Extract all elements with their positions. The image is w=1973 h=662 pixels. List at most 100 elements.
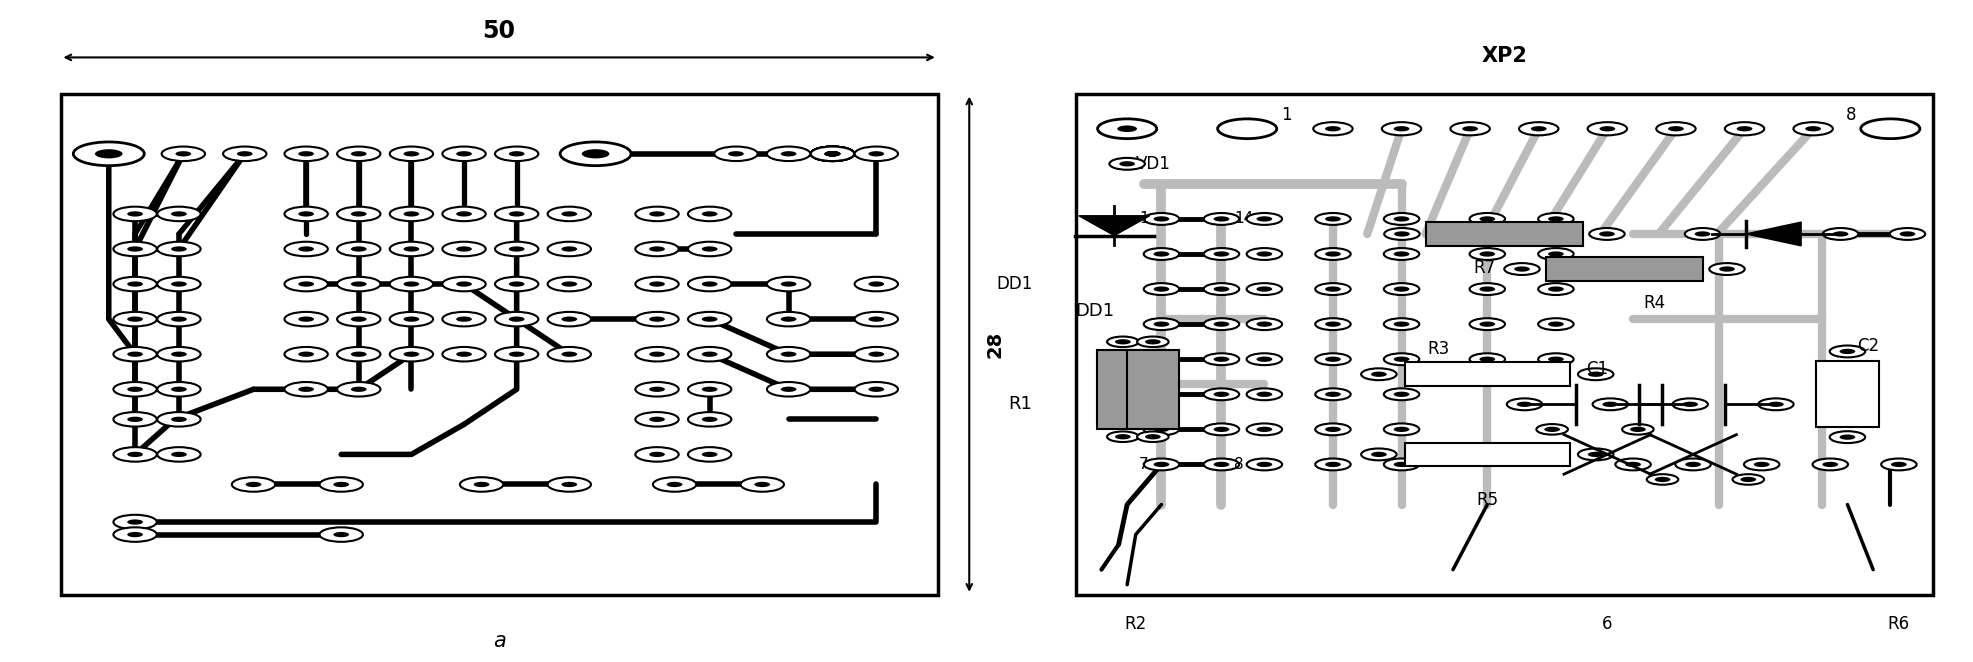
Circle shape (402, 211, 418, 216)
Circle shape (337, 146, 381, 161)
Circle shape (1537, 283, 1572, 295)
Bar (1097, 350, 1148, 429)
Text: 8: 8 (1233, 457, 1243, 472)
Circle shape (1204, 213, 1239, 225)
Circle shape (702, 416, 716, 422)
Circle shape (1117, 126, 1136, 132)
Circle shape (389, 347, 432, 361)
Circle shape (284, 277, 328, 291)
Circle shape (1839, 349, 1855, 354)
Circle shape (854, 347, 898, 361)
Circle shape (456, 246, 472, 252)
Circle shape (1462, 126, 1478, 131)
Circle shape (1742, 459, 1778, 471)
Circle shape (1752, 462, 1768, 467)
Circle shape (1109, 158, 1144, 169)
Circle shape (172, 246, 187, 252)
Circle shape (1393, 357, 1409, 362)
Circle shape (1361, 448, 1397, 460)
Circle shape (1693, 231, 1709, 236)
Circle shape (1383, 354, 1419, 365)
Circle shape (767, 312, 809, 326)
Circle shape (1204, 459, 1239, 471)
Circle shape (284, 207, 328, 221)
Circle shape (1383, 318, 1419, 330)
Circle shape (689, 277, 730, 291)
Text: 1: 1 (1280, 106, 1292, 124)
Circle shape (442, 207, 485, 221)
Circle shape (1537, 248, 1572, 260)
Circle shape (1142, 213, 1178, 225)
Circle shape (825, 151, 840, 156)
Circle shape (1257, 357, 1271, 362)
Circle shape (1144, 434, 1160, 440)
Circle shape (112, 207, 156, 221)
Circle shape (1880, 459, 1916, 471)
Circle shape (172, 281, 187, 287)
Circle shape (1152, 462, 1168, 467)
Circle shape (337, 277, 381, 291)
Text: C1: C1 (1586, 360, 1608, 378)
Circle shape (1257, 322, 1271, 327)
Circle shape (635, 312, 679, 326)
Text: DD1: DD1 (996, 275, 1032, 293)
Circle shape (495, 277, 539, 291)
Circle shape (337, 347, 381, 361)
Circle shape (1142, 318, 1178, 330)
Circle shape (1314, 389, 1350, 401)
Circle shape (389, 242, 432, 256)
Circle shape (702, 387, 716, 392)
Circle shape (1805, 126, 1821, 131)
Circle shape (1213, 216, 1229, 222)
Circle shape (1614, 459, 1649, 471)
Circle shape (1142, 389, 1178, 401)
Circle shape (635, 382, 679, 397)
Circle shape (1107, 432, 1138, 442)
Bar (1425, 222, 1582, 246)
Circle shape (126, 532, 142, 537)
Circle shape (560, 316, 576, 322)
Bar (1815, 361, 1878, 427)
Circle shape (1671, 399, 1707, 410)
Circle shape (112, 382, 156, 397)
Circle shape (854, 312, 898, 326)
Circle shape (172, 416, 187, 422)
Circle shape (1478, 287, 1494, 292)
Circle shape (474, 482, 489, 487)
Circle shape (1586, 122, 1626, 135)
Circle shape (509, 352, 525, 357)
Circle shape (635, 277, 679, 291)
Circle shape (1257, 427, 1271, 432)
Circle shape (442, 146, 485, 161)
Circle shape (1152, 427, 1168, 432)
Circle shape (389, 207, 432, 221)
Circle shape (1115, 434, 1131, 440)
Circle shape (284, 347, 328, 361)
Circle shape (767, 277, 809, 291)
Circle shape (389, 312, 432, 326)
Circle shape (1393, 322, 1409, 327)
Circle shape (1097, 119, 1156, 138)
Circle shape (1598, 126, 1614, 131)
Circle shape (1371, 451, 1387, 457)
Circle shape (1468, 354, 1503, 365)
Circle shape (1576, 368, 1612, 380)
Circle shape (1204, 318, 1239, 330)
Circle shape (767, 347, 809, 361)
Bar (1075, 94, 1932, 594)
Circle shape (779, 151, 795, 156)
Circle shape (582, 149, 610, 158)
Circle shape (1314, 213, 1350, 225)
Circle shape (1213, 462, 1229, 467)
Circle shape (1667, 126, 1683, 131)
Circle shape (702, 211, 716, 216)
Circle shape (1602, 402, 1618, 407)
Circle shape (811, 146, 854, 161)
Circle shape (811, 146, 854, 161)
Circle shape (1393, 427, 1409, 432)
Text: R2: R2 (1125, 615, 1146, 633)
Circle shape (1831, 231, 1847, 236)
Circle shape (1736, 126, 1752, 131)
Circle shape (456, 151, 472, 156)
Circle shape (1213, 252, 1229, 257)
